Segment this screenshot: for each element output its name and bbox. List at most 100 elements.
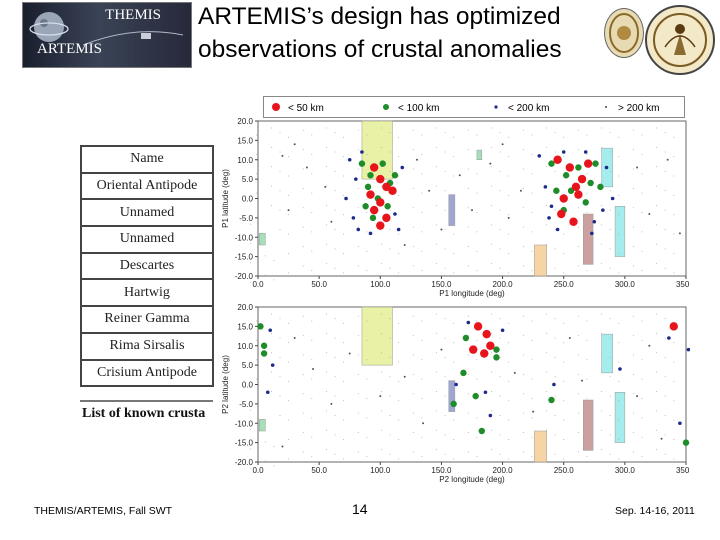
- background-dot: [288, 233, 290, 235]
- background-dot: [412, 187, 414, 189]
- background-dot: [421, 417, 423, 419]
- data-point: [362, 203, 369, 210]
- background-dot: [586, 378, 588, 380]
- background-dot: [389, 434, 391, 436]
- background-dot: [586, 436, 588, 438]
- background-dot: [325, 352, 327, 354]
- data-point: [543, 185, 548, 189]
- background-dot: [609, 337, 611, 339]
- data-point: [462, 334, 470, 342]
- background-dot: [563, 419, 565, 421]
- background-dot: [256, 378, 258, 380]
- data-point: [519, 189, 522, 192]
- background-dot: [325, 146, 327, 148]
- background-dot: [302, 393, 304, 395]
- background-dot: [343, 194, 345, 196]
- background-dot: [563, 322, 565, 324]
- background-dot: [618, 342, 620, 344]
- background-dot: [421, 378, 423, 380]
- data-point: [281, 154, 284, 157]
- footer-date: Sep. 14-16, 2011: [615, 505, 695, 517]
- y-tick-label: -10.0: [235, 419, 254, 428]
- background-dot: [398, 342, 400, 344]
- background-dot: [398, 272, 400, 274]
- background-dot: [508, 419, 510, 421]
- background-dot: [311, 339, 313, 341]
- background-dot: [618, 194, 620, 196]
- table-row: Rima Sirsalis: [80, 331, 214, 361]
- background-dot: [601, 449, 603, 451]
- data-point: [369, 163, 379, 172]
- background-dot: [412, 265, 414, 267]
- background-dot: [467, 412, 469, 414]
- background-dot: [641, 153, 643, 155]
- background-dot: [279, 229, 281, 230]
- background-dot: [366, 320, 368, 322]
- background-dot: [288, 194, 290, 196]
- background-dot: [609, 229, 611, 230]
- x-tick-label: 200.0: [493, 280, 514, 289]
- x-tick-label: 100.0: [370, 466, 391, 475]
- background-dot: [366, 153, 368, 155]
- background-dot: [632, 149, 634, 151]
- background-dot: [366, 359, 368, 361]
- data-point: [583, 150, 588, 154]
- background-dot: [311, 231, 313, 233]
- background-dot: [343, 400, 345, 402]
- background-dot: [531, 134, 533, 136]
- data-point: [403, 244, 406, 246]
- background-dot: [467, 187, 469, 189]
- data-point: [501, 143, 504, 146]
- background-dot: [586, 320, 588, 322]
- data-point: [391, 172, 399, 179]
- table-cell: Crisium Antipode: [80, 358, 214, 388]
- background-dot: [366, 134, 368, 136]
- background-dot: [656, 127, 658, 129]
- background-dot: [288, 380, 290, 382]
- background-dot: [554, 248, 556, 250]
- background-dot: [499, 376, 501, 378]
- data-point: [366, 190, 375, 199]
- background-dot: [563, 400, 565, 402]
- background-dot: [421, 192, 423, 194]
- y-tick-label: 20.0: [237, 303, 253, 312]
- data-point: [686, 347, 690, 352]
- x-tick-label: 200.0: [493, 466, 514, 475]
- background-dot: [436, 449, 438, 451]
- background-dot: [531, 436, 533, 438]
- background-dot: [491, 127, 493, 129]
- background-dot: [389, 453, 391, 455]
- data-point: [618, 367, 622, 371]
- background-dot: [343, 214, 345, 216]
- background-dot: [522, 451, 524, 453]
- background-dot: [436, 243, 438, 245]
- background-dot: [656, 204, 658, 206]
- background-dot: [664, 170, 666, 172]
- background-dot: [325, 332, 327, 334]
- data-point: [330, 220, 333, 223]
- background-dot: [586, 397, 588, 399]
- background-dot: [531, 153, 533, 155]
- background-dot: [288, 458, 290, 460]
- background-dot: [311, 173, 313, 175]
- background-dot: [632, 129, 634, 131]
- background-dot: [522, 432, 524, 434]
- background-dot: [256, 192, 258, 194]
- data-point: [489, 162, 492, 165]
- background-dot: [288, 253, 290, 255]
- background-dot: [641, 270, 643, 272]
- background-dot: [546, 352, 548, 354]
- y-tick-label: -20.0: [235, 272, 254, 281]
- background-dot: [476, 250, 478, 252]
- background-dot: [577, 412, 579, 414]
- background-dot: [421, 320, 423, 322]
- background-dot: [641, 211, 643, 213]
- background-dot: [508, 439, 510, 441]
- background-dot: [398, 380, 400, 382]
- background-dot: [673, 458, 675, 460]
- background-dot: [302, 149, 304, 151]
- background-dot: [632, 315, 634, 317]
- y-tick-label: -15.0: [235, 253, 254, 262]
- background-dot: [476, 320, 478, 322]
- anomaly-region: [614, 206, 626, 257]
